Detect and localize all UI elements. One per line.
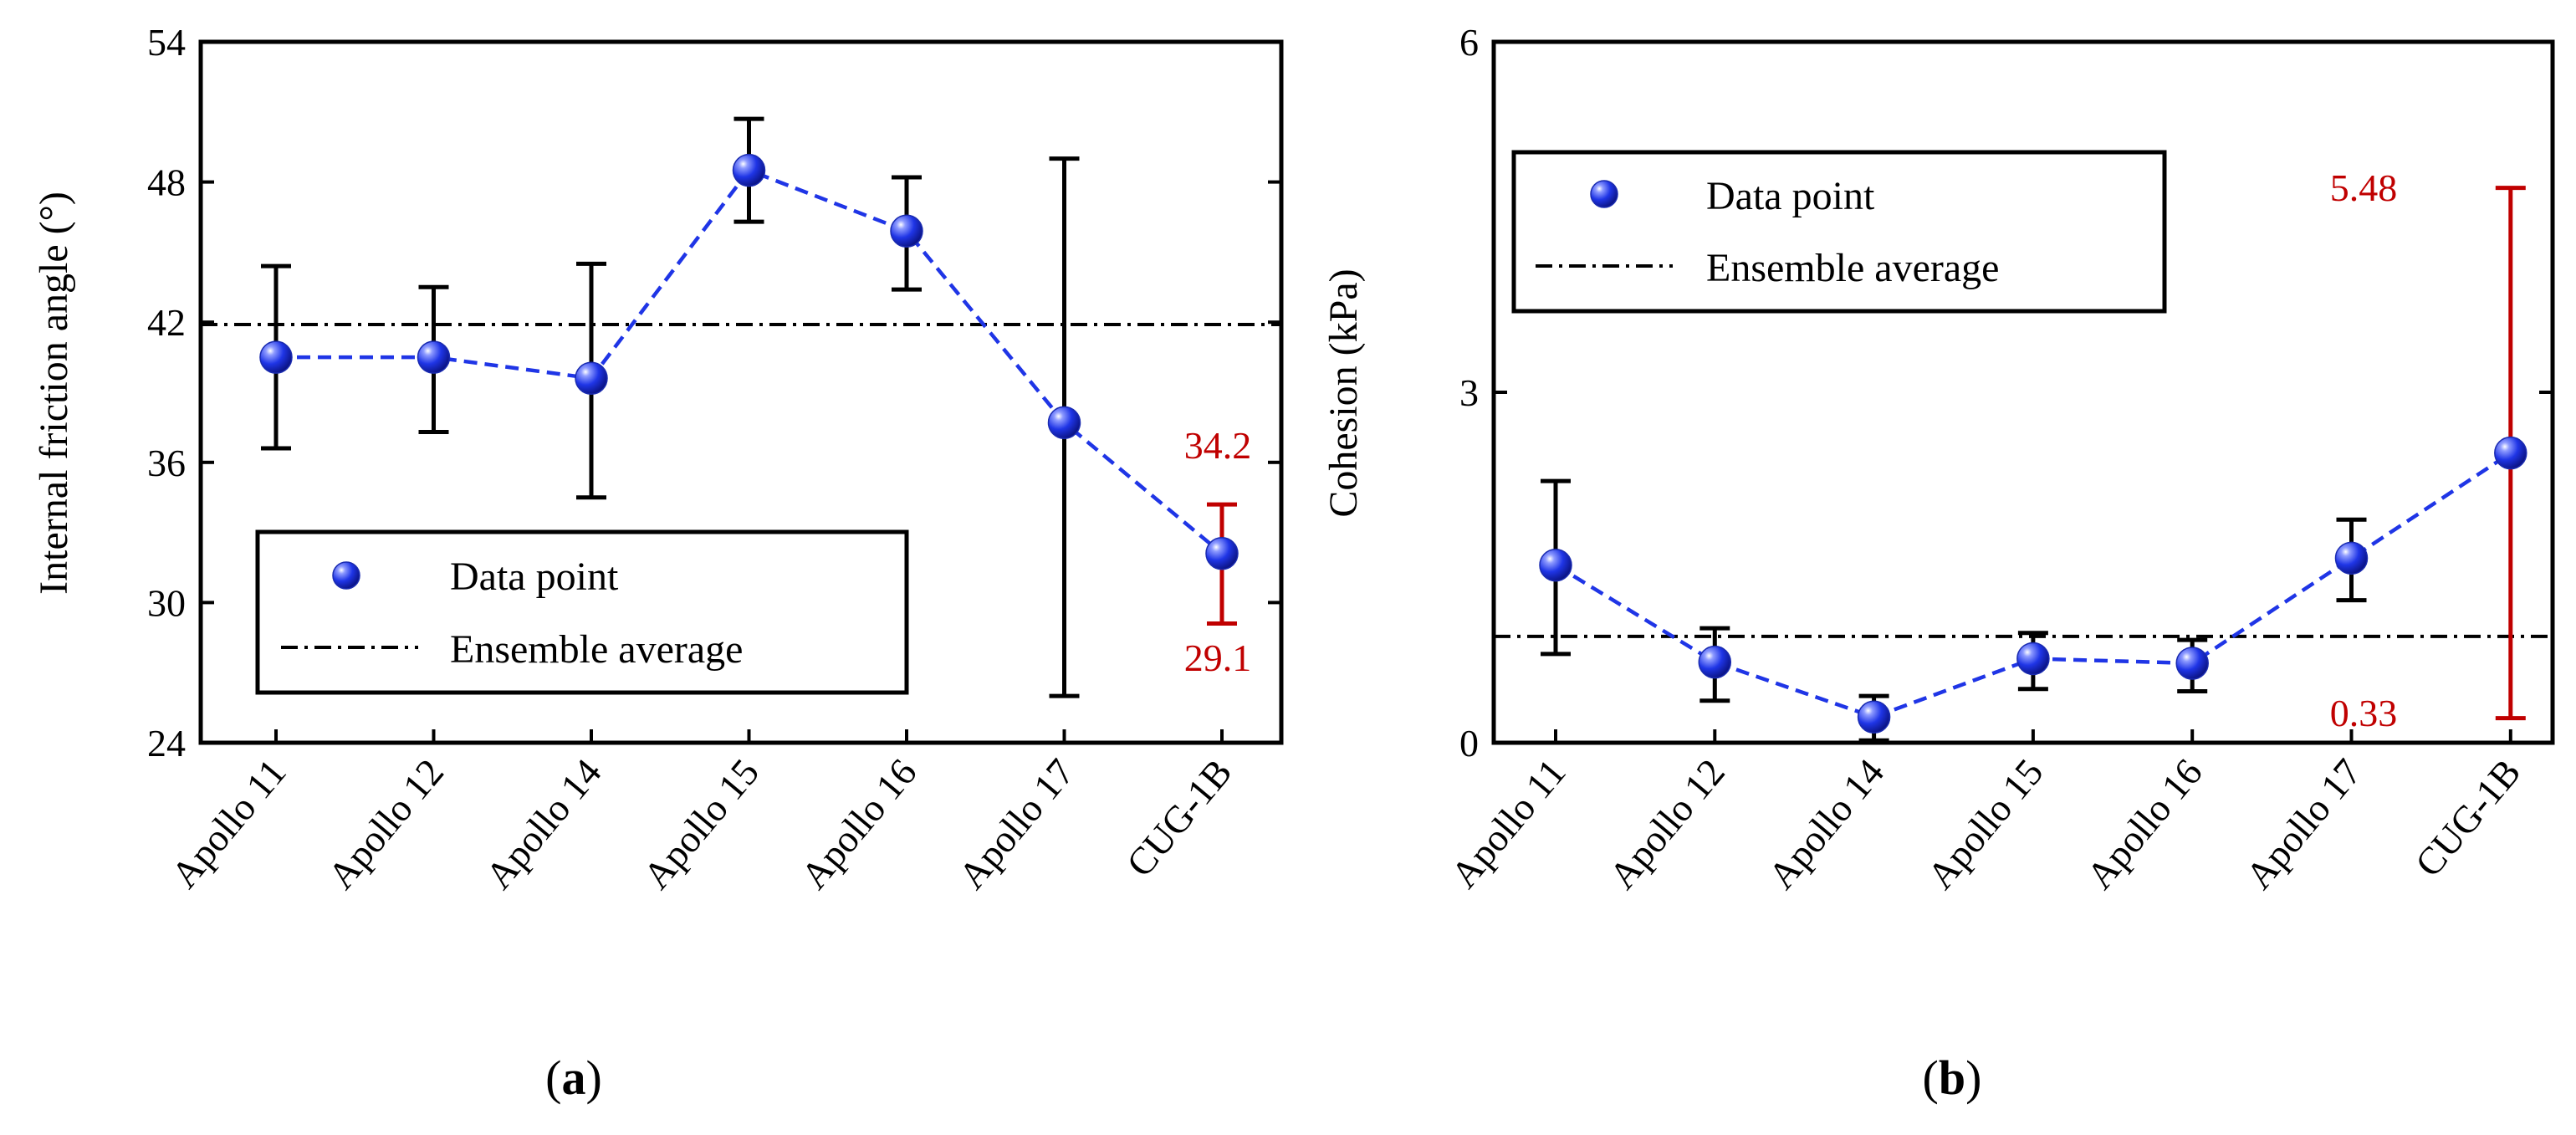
panel-a-y-tick-label: 42 bbox=[147, 301, 186, 344]
panel-b-legend-data-point-label: Data point bbox=[1706, 174, 1875, 218]
panel-b-legend-point-icon bbox=[1590, 180, 1618, 208]
panel-b-label-letter: b bbox=[1939, 1051, 1965, 1105]
panel-a-x-tick-label: Apollo 16 bbox=[792, 751, 924, 897]
panel-b-legend: Data point Ensemble average bbox=[1511, 150, 2167, 314]
panel-a-legend-point-icon bbox=[332, 561, 360, 590]
panel-a-legend-box bbox=[255, 529, 909, 695]
panel-b-data-point bbox=[1857, 700, 1891, 734]
panel-a-axes: 24 30 36 42 48 54 bbox=[147, 21, 1284, 764]
panel-b-legend-ensemble-average-label: Ensemble average bbox=[1706, 246, 1999, 290]
panel-b-axes: 0 3 6 bbox=[1459, 21, 2555, 764]
panel-a-data-point bbox=[575, 361, 608, 395]
panel-a-label: (a) bbox=[545, 1051, 602, 1105]
panel-b-x-tick-label: Apollo 16 bbox=[2078, 751, 2211, 897]
panel-a-y-tick-label: 30 bbox=[147, 581, 186, 624]
panel-b-x-tick-label: Apollo 15 bbox=[1919, 751, 2051, 897]
panel-a-legend-ensemble-average-label: Ensemble average bbox=[450, 627, 743, 672]
panel-b-data-point bbox=[2334, 541, 2369, 575]
panel-a-x-tick-label: Apollo 14 bbox=[477, 751, 609, 897]
panel-a-data-point bbox=[732, 153, 766, 187]
panel-b-data-point bbox=[2016, 642, 2050, 676]
panel-b-data-point bbox=[1698, 645, 1732, 679]
panel-b-bound-labels: 5.48 0.33 bbox=[2330, 166, 2398, 734]
panel-b-bound-high-label: 5.48 bbox=[2330, 166, 2398, 209]
panel-a-data-point bbox=[417, 340, 451, 374]
panel-b-legend-box bbox=[1511, 150, 2167, 314]
panel-b-data-point bbox=[2494, 436, 2527, 470]
panel-a-y-tick-label: 36 bbox=[147, 442, 186, 484]
panel-b-data-point bbox=[1539, 548, 1572, 582]
panel-b-x-tick-label: Apollo 14 bbox=[1760, 751, 1892, 897]
panel-a-bound-high-label: 34.2 bbox=[1184, 424, 1252, 467]
panel-a-y-tick-label: 24 bbox=[147, 722, 186, 764]
panel-a-x-tick-label: Apollo 12 bbox=[319, 751, 452, 897]
panel-b-y-axis-title: Cohesion (kPa) bbox=[1321, 268, 1366, 517]
panel-a-x-tick-label: Apollo 11 bbox=[163, 751, 294, 896]
panel-a-bound-labels: 34.2 29.1 bbox=[1184, 424, 1252, 679]
panel-b-data-point bbox=[2175, 647, 2209, 680]
panel-b-y-tick-label: 6 bbox=[1459, 21, 1479, 64]
panel-a-y-axis-title: Internal friction angle (°) bbox=[32, 192, 76, 595]
panel-a-x-tick-labels: Apollo 11 Apollo 12 Apollo 14 Apollo 15 Apol… bbox=[163, 751, 1240, 897]
panel-b-y-tick-label: 3 bbox=[1459, 371, 1479, 414]
panel-a-bound-low-label: 29.1 bbox=[1184, 637, 1252, 679]
panel-b-points-layer bbox=[1539, 436, 2527, 734]
panel-a-y-tick-label: 54 bbox=[147, 21, 186, 64]
panel-a-label-letter: a bbox=[562, 1051, 586, 1105]
panel-a-legend-data-point-label: Data point bbox=[450, 555, 619, 599]
panel-a-points-layer bbox=[259, 153, 1239, 570]
panel-a-data-point bbox=[890, 214, 923, 248]
panel-a-legend: Data point Ensemble average bbox=[255, 529, 909, 695]
panel-b-x-tick-label: CUG-1B bbox=[2407, 751, 2529, 885]
panel-a-chart: 24 30 36 42 48 54 34.2 29.1 Data point Ensemb… bbox=[32, 21, 1284, 1105]
panel-b-x-tick-label: Apollo 11 bbox=[1443, 751, 1574, 896]
panel-b-label: (b) bbox=[1923, 1051, 1982, 1105]
panel-b-x-tick-label: Apollo 12 bbox=[1601, 751, 1733, 897]
panel-a-x-tick-label: Apollo 17 bbox=[950, 751, 1082, 897]
panel-b-x-tick-label: Apollo 17 bbox=[2237, 751, 2369, 897]
panel-a-x-tick-label: CUG-1B bbox=[1118, 751, 1240, 885]
panel-a-y-tick-label: 48 bbox=[147, 161, 186, 204]
panel-a-x-tick-label: Apollo 15 bbox=[635, 751, 767, 897]
panel-b-chart: 0 3 6 5.48 0.33 Data point Ensemble averag… bbox=[1321, 21, 2555, 1105]
panel-b-x-tick-labels: Apollo 11 Apollo 12 Apollo 14 Apollo 15 Apol… bbox=[1443, 751, 2529, 897]
panel-b-y-tick-label: 0 bbox=[1459, 722, 1479, 764]
panel-b-bound-low-label: 0.33 bbox=[2330, 692, 2398, 734]
panel-a-data-point bbox=[259, 340, 293, 374]
panel-a-data-point bbox=[1205, 536, 1239, 570]
panel-a-data-point bbox=[1047, 406, 1081, 440]
panel-a-plot-frame bbox=[198, 39, 1284, 745]
